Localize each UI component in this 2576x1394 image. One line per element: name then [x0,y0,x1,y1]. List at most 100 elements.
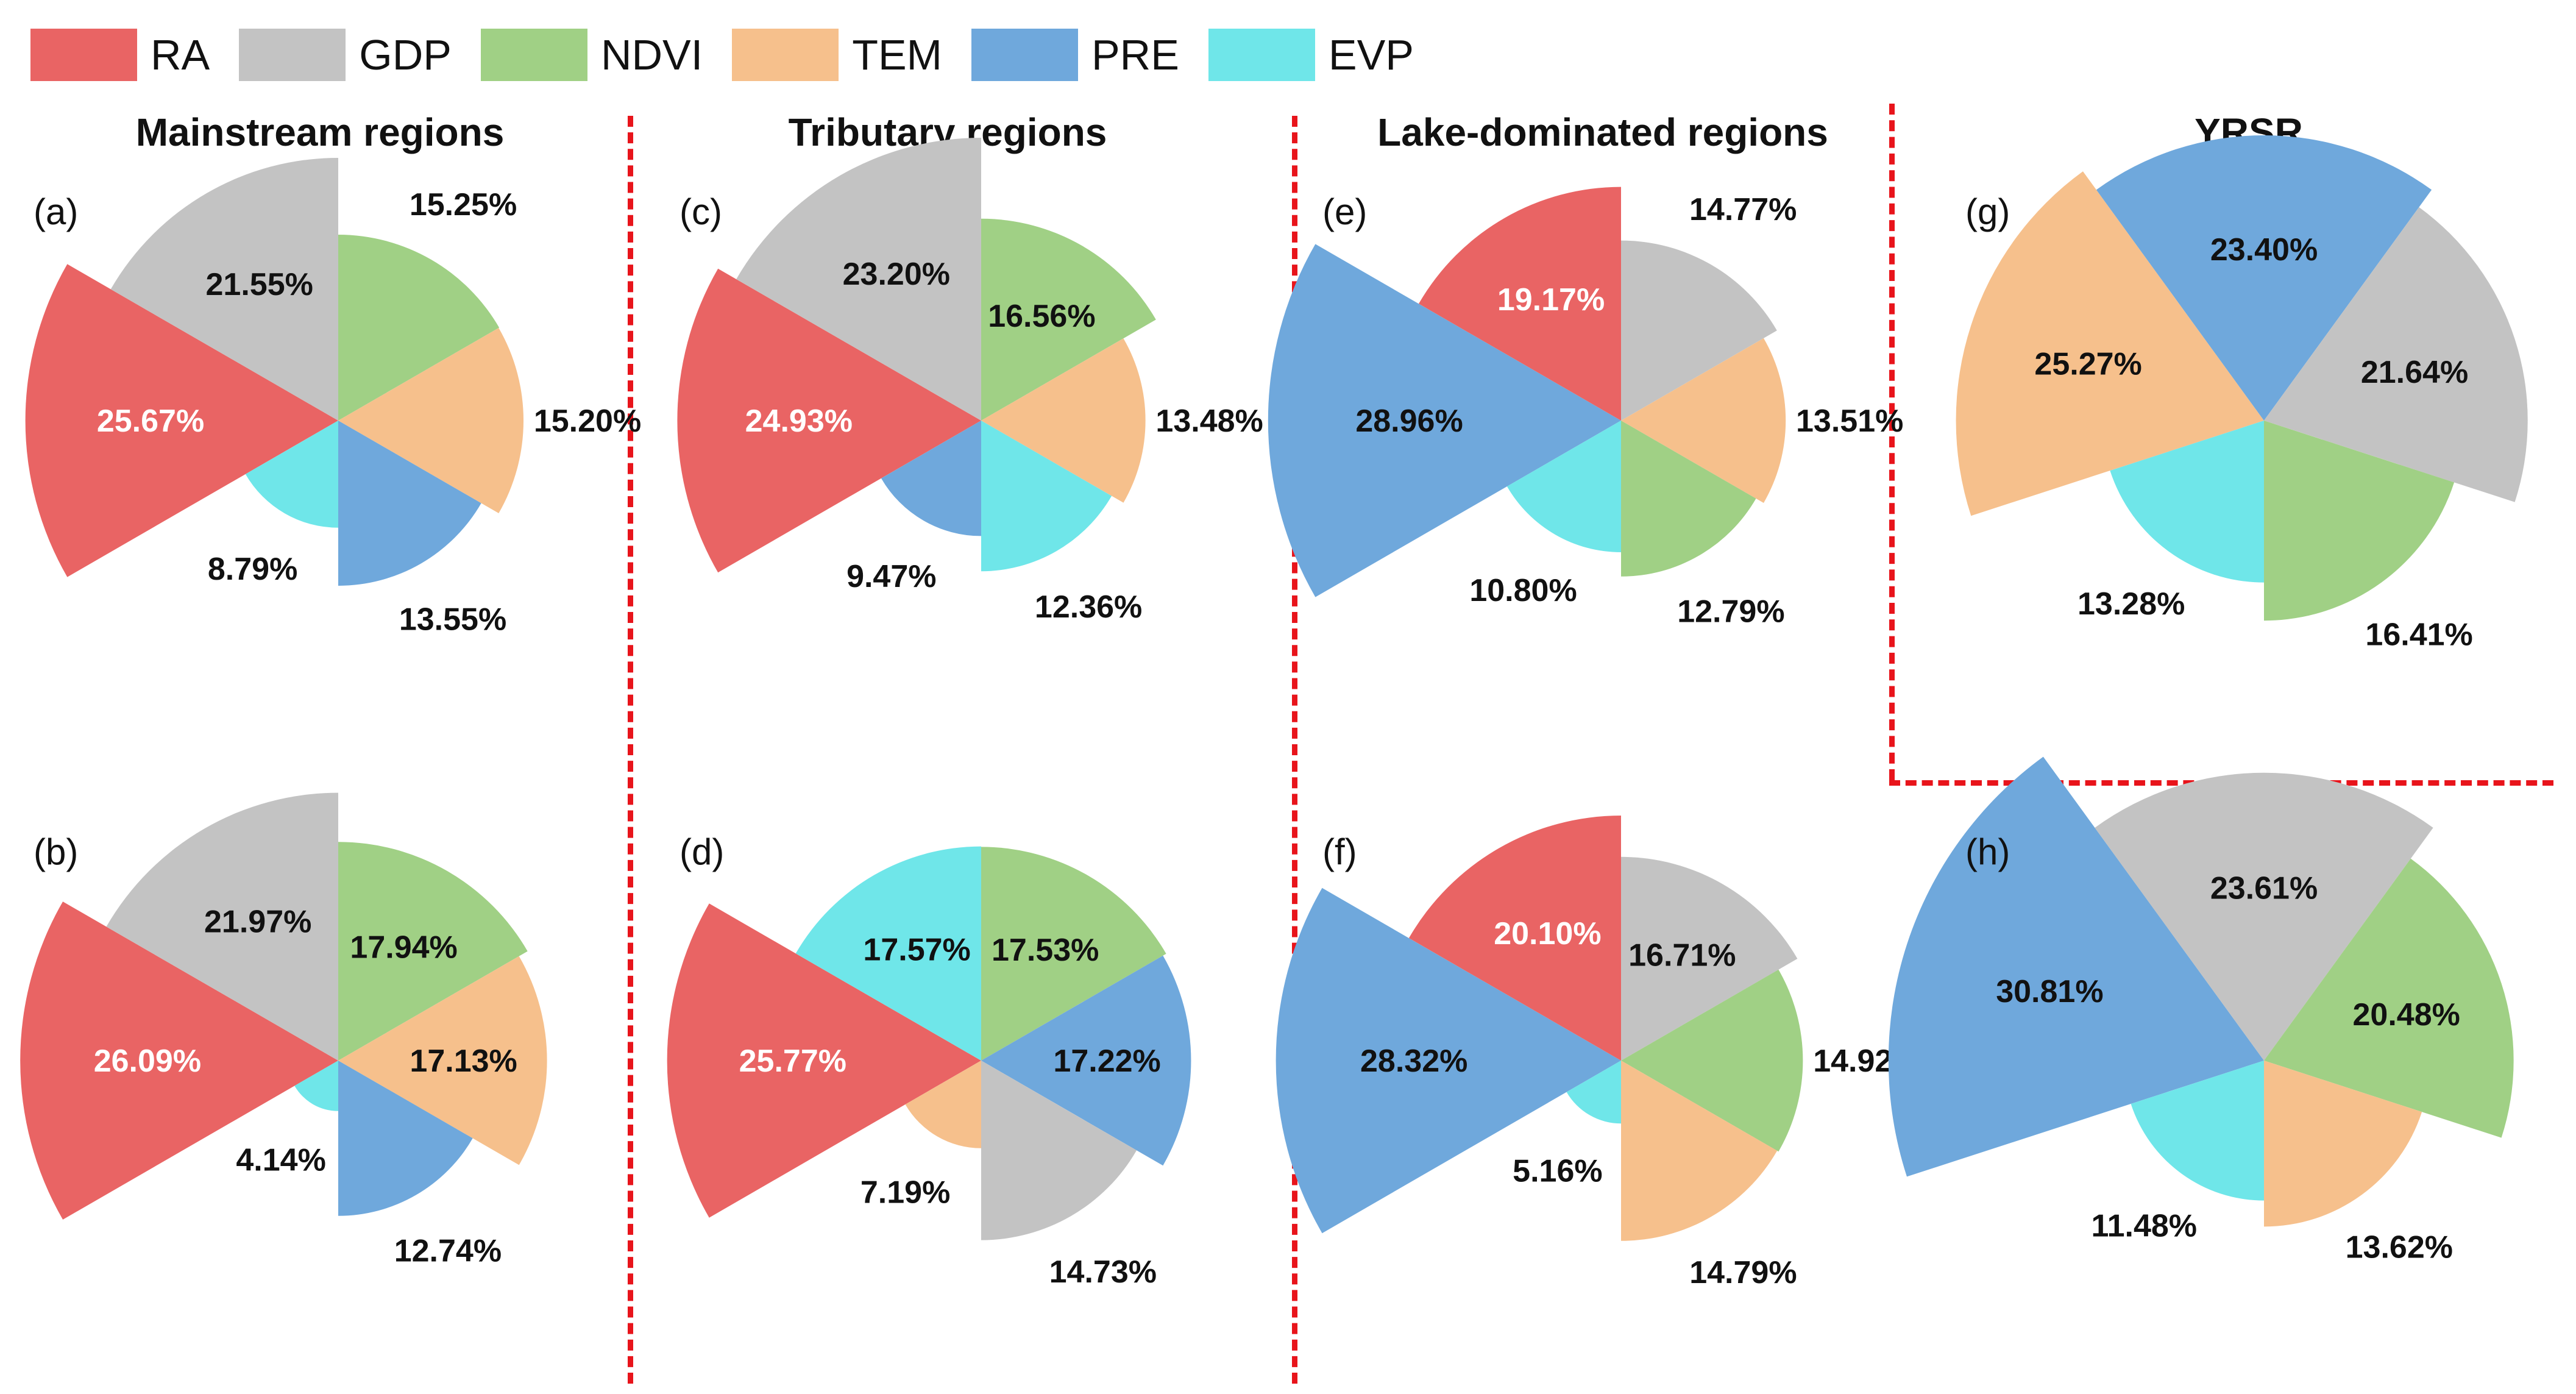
slice-tem [905,1061,981,1148]
slice-label: 28.96% [1355,404,1463,439]
slice-pre [1276,887,1621,1234]
slice-label: 23.20% [843,257,950,292]
slice-label: 4.14% [236,1143,325,1178]
panel-h: 30.81% 23.61% 20.48% 13.62% 11.48% (h) [1888,756,2514,1265]
panel-label: (b) [34,831,78,872]
slice-ndvi [2264,421,2455,621]
slice-evp [2131,1061,2264,1201]
slice-label: 25.77% [739,1044,846,1079]
slice-label: 9.47% [846,559,936,594]
slice-pre [981,955,1191,1166]
legend-swatch [30,29,137,81]
legend-swatch [732,29,839,81]
slice-evp [1506,421,1621,552]
slice-evp [795,846,981,1061]
slice-evp [245,421,338,528]
slice-gdp [106,792,338,1061]
slice-label: 17.53% [992,933,1099,968]
panel-label: (f) [1322,831,1357,872]
slice-gdp [2095,772,2433,1061]
slice-label: 13.28% [2077,586,2185,622]
slice-pre [881,421,981,536]
legend-label: PRE [1091,31,1179,79]
slice-label: 17.57% [863,932,970,967]
slice-tem [338,956,547,1165]
slice-label: 23.61% [2210,871,2318,906]
slice-label: 12.36% [1035,589,1142,625]
slice-tem [981,338,1146,503]
panel-d: 25.77% 17.57% 17.53% 17.22% 14.73% 7.19% (d) [667,831,1191,1290]
panel-b: 26.09% 21.97% 17.94% 17.13% 12.74% 4.14% (b) [20,792,547,1269]
slice-label: 7.19% [860,1175,950,1211]
panel-c: 24.93% 23.20% 16.56% 13.48% 12.36% 9.47% (c) [677,138,1263,625]
slice-label: 17.13% [410,1044,517,1079]
slice-label: 16.56% [988,299,1095,334]
slice-ra [20,901,339,1220]
slice-label: 10.80% [1469,573,1577,608]
slice-ra [677,268,981,573]
slice-label: 25.67% [97,404,204,439]
legend-label: GDP [359,31,452,79]
legend-item-pre: PRE [971,29,1179,81]
slice-evp [294,1061,338,1111]
slice-pre [2096,135,2432,421]
legend-swatch [971,29,1078,81]
legend: RA GDP NDVI TEM PRE EVP [30,24,1443,85]
legend-item-evp: EVP [1208,29,1414,81]
panel-label: (e) [1322,191,1367,232]
slice-label: 13.51% [1796,404,1903,439]
panel-label: (h) [1965,831,2010,872]
slice-gdp [1621,240,1777,421]
legend-label: RA [151,31,210,79]
slice-label: 13.62% [2346,1229,2453,1265]
slice-label: 20.10% [1494,916,1601,951]
slice-label: 30.81% [1996,974,2103,1009]
slice-ra [25,264,339,577]
slice-label: 28.32% [1360,1044,1467,1079]
slice-tem [1621,1061,1778,1241]
separator-2 [1292,116,1297,1384]
slice-gdp [1621,856,1798,1061]
legend-item-tem: TEM [732,29,942,81]
slice-label: 16.41% [2365,617,2472,653]
slice-label: 5.16% [1513,1153,1602,1189]
slice-ndvi [1621,421,1756,577]
slice-gdp [110,158,338,421]
slice-label: 26.09% [94,1044,201,1079]
slice-gdp [2264,207,2528,502]
slice-ra [1408,816,1621,1061]
slice-ra [667,903,981,1218]
slice-evp [2110,421,2264,583]
slice-label: 21.64% [2361,355,2468,390]
title-lake: Lake-dominated regions [1377,110,1828,154]
panel-label: (c) [679,191,722,232]
slice-tem [1956,171,2264,516]
legend-label: NDVI [600,31,703,79]
panel-label: (a) [34,191,78,232]
legend-swatch [239,29,346,81]
slice-label: 17.22% [1053,1044,1160,1079]
slice-label: 25.27% [2034,346,2141,382]
slice-label: 15.25% [410,187,517,222]
slice-ndvi [338,235,500,421]
panel-f: 28.32%20.10%16.71%14.92%14.79%5.16%(f) [1276,816,1921,1290]
slice-label: 24.93% [745,404,853,439]
slice-evp [981,421,1112,572]
slice-gdp [736,138,981,421]
panel-g: 25.27% 23.40% 21.64% 16.41% 13.28% (g) [1956,135,2528,653]
slice-label: 13.48% [1155,404,1263,439]
panel-a: 25.67% 21.55% 15.25% 15.20% 13.55% 8.79% (a) [25,158,641,638]
slice-label: 13.55% [399,602,506,638]
slice-label: 20.48% [2353,997,2460,1033]
slice-label: 15.20% [534,404,641,439]
slice-label: 16.71% [1628,937,1736,973]
slice-gdp [981,1061,1137,1240]
slice-tem [2264,1061,2422,1227]
separator-1 [628,116,633,1384]
slice-pre [338,1061,473,1216]
legend-swatch [480,29,587,81]
slice-label: 23.40% [2210,232,2318,268]
slice-label: 12.79% [1677,594,1784,630]
